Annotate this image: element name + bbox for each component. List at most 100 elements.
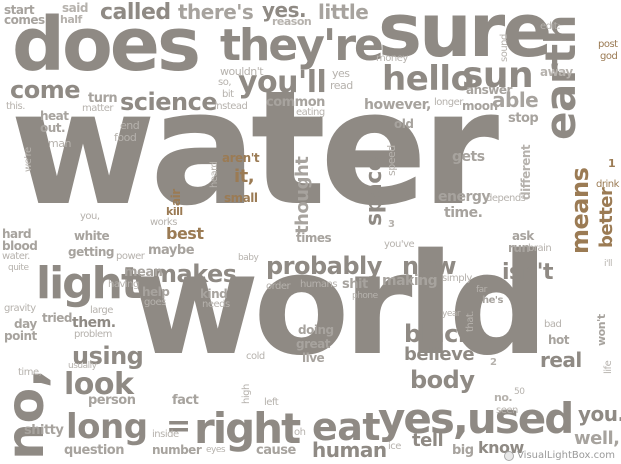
word-two: 2: [490, 357, 497, 368]
word-works: works: [150, 217, 177, 228]
word-reason: reason: [272, 15, 312, 28]
word-water-dot: water.: [2, 251, 30, 262]
word-start: start: [4, 3, 35, 17]
word-best: best: [166, 224, 204, 243]
word-however: however,: [364, 97, 431, 113]
word-called: called: [100, 0, 171, 25]
word-heard: heard: [209, 161, 220, 188]
word-bit: bit: [222, 89, 234, 100]
word-quite: quite: [8, 263, 29, 273]
word-ask: ask: [512, 229, 534, 243]
word-does: does: [12, 2, 201, 88]
word-maybe: maybe: [148, 243, 195, 258]
word-right: right: [194, 404, 301, 453]
word-instead: instead: [214, 101, 248, 112]
word-big: big: [452, 443, 474, 458]
word-human: human: [312, 438, 387, 462]
word-getting: getting: [68, 245, 114, 259]
word-different: different: [519, 144, 533, 200]
word-out: out.: [40, 121, 66, 135]
word-edit: edit:: [540, 21, 561, 32]
word-gets: gets: [452, 149, 485, 165]
word-it: it,: [234, 166, 255, 187]
word-great: great: [296, 337, 330, 351]
word-i-ll: i'll: [604, 259, 612, 269]
word-yes-dot: yes.: [262, 0, 307, 22]
word-seen: seen: [496, 405, 518, 416]
word-post: post: [598, 39, 618, 50]
word-large: large: [90, 305, 113, 316]
word-cause: cause: [256, 443, 296, 458]
word-know: know: [478, 438, 524, 457]
word-wouldn-t: wouldn't: [220, 65, 264, 78]
word-point: point: [4, 329, 37, 343]
word-goes: goes: [144, 297, 166, 308]
word-simply: simply: [442, 273, 472, 284]
word-bad: bad: [544, 319, 562, 330]
word-ice: ice: [388, 441, 401, 452]
word-energy: energy: [438, 189, 491, 205]
word-no: no,: [0, 369, 56, 460]
word-power: power: [116, 251, 145, 262]
word-common: common: [266, 95, 325, 110]
word-there-s: there's: [178, 0, 254, 24]
word-light: light: [36, 258, 142, 309]
word-order: order: [266, 281, 291, 292]
word-baby: baby: [238, 253, 259, 263]
word-left: left: [264, 397, 279, 408]
word-depends: depends: [486, 193, 526, 204]
word-man: man: [48, 137, 71, 150]
word-them: them.: [72, 315, 116, 331]
word-person: person: [88, 393, 136, 408]
word-tell: tell: [412, 430, 444, 451]
word-run: run: [508, 241, 530, 255]
word-food: food: [114, 131, 137, 144]
word-old: old: [394, 117, 414, 131]
word-makes: makes: [152, 260, 237, 288]
word-new: new: [402, 252, 457, 280]
word-aren-t: aren't: [222, 151, 260, 165]
word-shit: shit: [342, 277, 368, 292]
word-three: 3: [388, 219, 395, 230]
watermark-logo-icon: [504, 450, 515, 461]
word-we-re: we're: [23, 147, 34, 172]
word-body: body: [410, 366, 475, 394]
word-making: making: [382, 273, 438, 289]
word-look: look: [64, 367, 134, 402]
word-blood: blood: [2, 239, 38, 253]
word-stop: stop: [508, 111, 539, 126]
word-phone: phone: [352, 291, 378, 301]
word-won-t: won't: [595, 314, 608, 346]
word-speed: speed: [385, 145, 398, 176]
word-science: science: [120, 88, 218, 116]
word-isn-t: isn't: [502, 260, 554, 285]
word-time-comma: time,: [18, 367, 42, 378]
word-longer: longer: [434, 97, 463, 108]
word-yes-used: yes,used: [378, 394, 574, 443]
word-eyes: eyes: [206, 445, 226, 455]
word-tried: tried: [42, 311, 73, 325]
word-brain: brain: [528, 243, 552, 254]
word-that: that.: [465, 311, 476, 332]
word-needs: needs: [202, 299, 230, 310]
word-air: air: [169, 189, 183, 206]
word-so: so,: [218, 77, 232, 88]
word-come: come: [10, 76, 81, 104]
word-using: using: [72, 342, 144, 370]
word-comes: comes: [4, 13, 45, 27]
word-no-dot: no.: [494, 391, 513, 404]
word-you-ve: you've: [384, 239, 415, 250]
word-time-dot: time.: [444, 205, 483, 221]
word-live: live: [302, 351, 325, 365]
word-humans: humans: [300, 279, 338, 290]
word-day: day: [14, 317, 37, 331]
word-life: life: [603, 360, 614, 374]
word-mean: mean: [124, 265, 163, 280]
word-high: high: [241, 384, 252, 404]
word-read: read: [330, 79, 353, 92]
word-world: world: [130, 224, 549, 387]
word-sure: sure: [378, 0, 552, 74]
word-you-ll: you'll: [238, 65, 327, 100]
word-cold: cold: [246, 351, 265, 362]
word-end: end: [120, 119, 140, 132]
